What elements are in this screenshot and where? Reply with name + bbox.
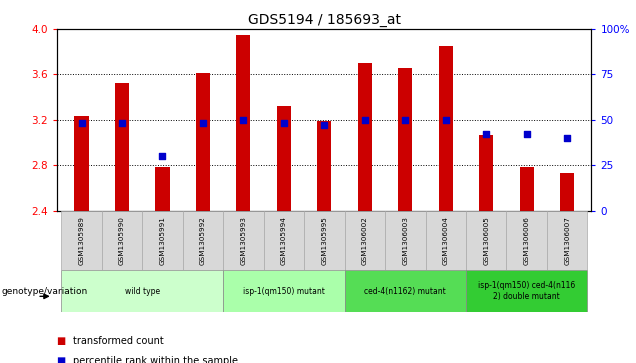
Text: ■: ■ — [57, 356, 69, 363]
Point — [522, 131, 532, 137]
Point — [279, 121, 289, 126]
Point — [238, 117, 249, 123]
Point — [319, 122, 329, 128]
Text: GSM1305990: GSM1305990 — [119, 216, 125, 265]
Bar — [317, 121, 331, 211]
Bar — [466, 270, 588, 312]
Text: GSM1306005: GSM1306005 — [483, 216, 489, 265]
Bar — [196, 73, 210, 211]
Point — [481, 131, 492, 137]
Bar — [237, 35, 251, 211]
Text: GSM1306002: GSM1306002 — [362, 216, 368, 265]
Bar — [155, 167, 170, 211]
Bar — [304, 211, 345, 270]
Bar — [102, 211, 142, 270]
Bar — [425, 211, 466, 270]
Text: GSM1306006: GSM1306006 — [523, 216, 530, 265]
Bar — [223, 211, 264, 270]
Bar — [357, 63, 372, 211]
Text: transformed count: transformed count — [73, 336, 164, 346]
Title: GDS5194 / 185693_at: GDS5194 / 185693_at — [248, 13, 401, 26]
Bar — [183, 211, 223, 270]
Bar — [277, 106, 291, 211]
Point — [562, 135, 572, 141]
Text: isp-1(qm150) mutant: isp-1(qm150) mutant — [243, 287, 325, 296]
Text: GSM1305992: GSM1305992 — [200, 216, 206, 265]
Bar — [61, 270, 223, 312]
Bar — [466, 211, 506, 270]
Bar — [345, 211, 385, 270]
Bar — [506, 211, 547, 270]
Text: GSM1306007: GSM1306007 — [564, 216, 570, 265]
Point — [360, 117, 370, 123]
Point — [441, 117, 451, 123]
Bar — [560, 173, 574, 211]
Point — [400, 117, 410, 123]
Text: wild type: wild type — [125, 287, 160, 296]
Bar — [547, 211, 588, 270]
Bar — [74, 117, 88, 211]
Bar — [264, 211, 304, 270]
Bar — [345, 270, 466, 312]
Text: ■: ■ — [57, 336, 69, 346]
Point — [157, 153, 167, 159]
Point — [76, 121, 86, 126]
Bar — [479, 135, 494, 211]
Text: GSM1306003: GSM1306003 — [403, 216, 408, 265]
Text: ced-4(n1162) mutant: ced-4(n1162) mutant — [364, 287, 446, 296]
Bar — [142, 211, 183, 270]
Text: GSM1305995: GSM1305995 — [321, 216, 328, 265]
Point — [198, 121, 208, 126]
Bar — [439, 46, 453, 211]
Text: GSM1305991: GSM1305991 — [160, 216, 165, 265]
Text: GSM1305994: GSM1305994 — [281, 216, 287, 265]
Text: isp-1(qm150) ced-4(n116
2) double mutant: isp-1(qm150) ced-4(n116 2) double mutant — [478, 281, 576, 301]
Bar — [398, 68, 412, 211]
Bar — [223, 270, 345, 312]
Text: GSM1305993: GSM1305993 — [240, 216, 246, 265]
Text: percentile rank within the sample: percentile rank within the sample — [73, 356, 238, 363]
Bar — [520, 167, 534, 211]
Bar — [385, 211, 425, 270]
Bar — [115, 83, 129, 211]
Text: GSM1306004: GSM1306004 — [443, 216, 449, 265]
Bar — [61, 211, 102, 270]
Text: genotype/variation: genotype/variation — [2, 287, 88, 296]
Text: GSM1305989: GSM1305989 — [78, 216, 85, 265]
Point — [117, 121, 127, 126]
